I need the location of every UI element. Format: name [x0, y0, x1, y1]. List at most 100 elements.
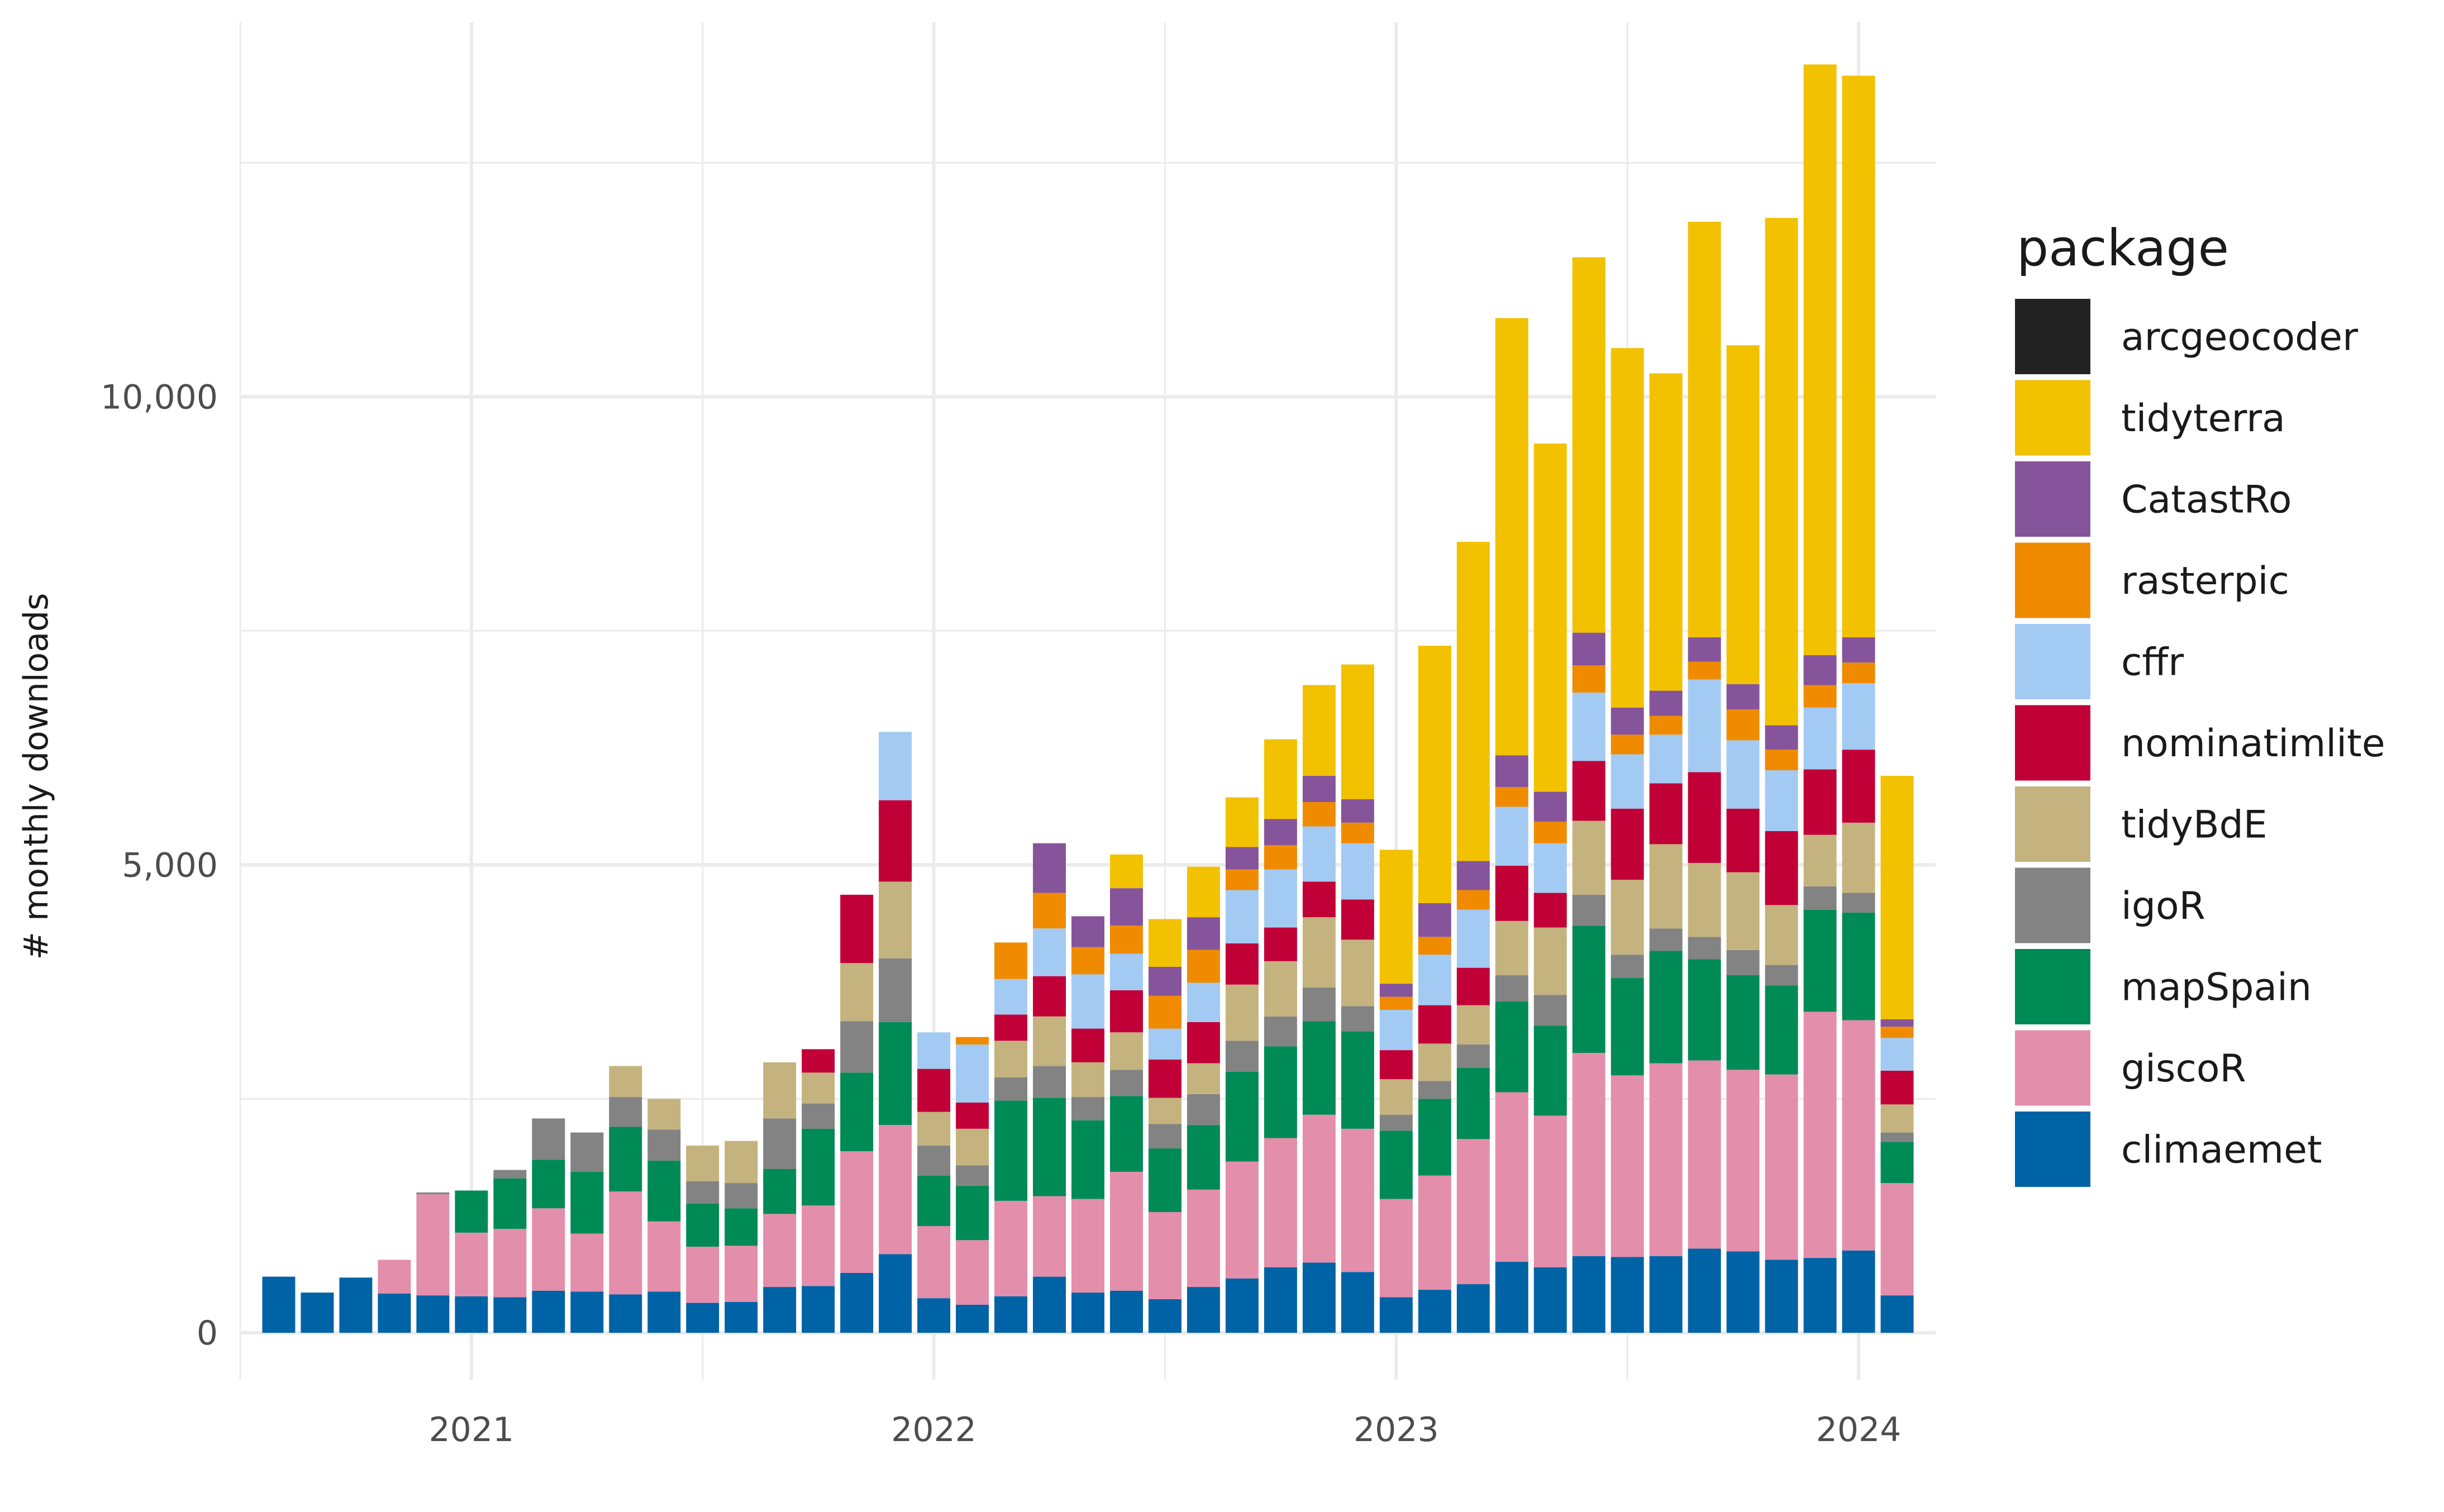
bar-segment-tidyBdE — [1649, 844, 1683, 929]
bar-segment-igoR — [1456, 1044, 1490, 1068]
bar-segment-CatastRo — [1225, 847, 1259, 870]
bar-segment-cffr — [1880, 1038, 1914, 1071]
bar-segment-mapSpain — [1880, 1142, 1914, 1184]
bar-segment-cffr — [1495, 807, 1528, 866]
bar-segment-nominatimlite — [879, 800, 912, 882]
bar-segment-tidyBdE — [725, 1141, 758, 1184]
bar-segment-tidyterra — [1187, 866, 1220, 918]
bar-segment-tidyBdE — [609, 1066, 642, 1097]
bar-segment-nominatimlite — [802, 1049, 835, 1073]
bar-segment-climaemet — [1533, 1267, 1567, 1333]
bar-segment-giscoR — [1033, 1196, 1066, 1277]
bar-segment-tidyBdE — [1765, 905, 1798, 965]
bar-segment-rasterpic — [1688, 661, 1721, 680]
bar-segment-tidyBdE — [1341, 939, 1374, 1007]
bar-segment-CatastRo — [1842, 637, 1875, 663]
bar-segment-nominatimlite — [1842, 750, 1875, 823]
bar-segment-climaemet — [262, 1276, 296, 1333]
bar-segment-mapSpain — [1071, 1120, 1104, 1199]
bar-segment-mapSpain — [1341, 1031, 1374, 1129]
bar-segment-igoR — [686, 1181, 720, 1204]
bar-segment-mapSpain — [725, 1208, 758, 1246]
legend-key-igoR — [2015, 867, 2090, 943]
bar-segment-mapSpain — [956, 1186, 989, 1241]
bar-segment-nominatimlite — [1148, 1059, 1181, 1098]
bar-segment-climaemet — [1726, 1251, 1760, 1333]
bar-segment-CatastRo — [1688, 637, 1721, 662]
legend-key-giscoR — [2015, 1030, 2090, 1106]
bar-segment-nominatimlite — [1456, 967, 1490, 1005]
bar-segment-giscoR — [416, 1194, 450, 1296]
legend-label-giscoR: giscoR — [2121, 1047, 2246, 1091]
bar-segment-cffr — [1803, 707, 1837, 770]
bar-segment-igoR — [1225, 1041, 1259, 1072]
bar-segment-climaemet — [686, 1303, 720, 1333]
legend-key-rasterpic — [2015, 542, 2090, 618]
bar-segment-rasterpic — [1495, 787, 1528, 807]
bar-segment-mapSpain — [1225, 1071, 1259, 1162]
bar-segment-igoR — [1033, 1066, 1066, 1098]
bar-segment-climaemet — [1842, 1250, 1875, 1333]
bar-segment-igoR — [1341, 1006, 1374, 1032]
axes: # monthly downloads 0 5,000 10,000 2021 2022… — [17, 378, 1901, 1449]
bar-segment-nominatimlite — [840, 894, 874, 964]
bar-segment-climaemet — [570, 1291, 604, 1333]
bar-segment-rasterpic — [1379, 996, 1413, 1010]
bar-segment-cffr — [879, 732, 912, 800]
bar-segment-tidyterra — [1533, 443, 1567, 792]
bar-segment-nominatimlite — [1033, 976, 1066, 1017]
bar-segment-igoR — [840, 1021, 874, 1073]
bar-segment-giscoR — [763, 1214, 797, 1287]
bar-segment-CatastRo — [1533, 791, 1567, 822]
bar-segment-nominatimlite — [1187, 1022, 1220, 1063]
bar-segment-tidyBdE — [1187, 1063, 1220, 1094]
bar-segment-mapSpain — [647, 1160, 681, 1222]
bar-segment-CatastRo — [1803, 655, 1837, 685]
bar-segment-igoR — [1572, 894, 1605, 926]
bar-segment-rasterpic — [956, 1037, 989, 1045]
bar-segment-nominatimlite — [956, 1102, 989, 1129]
bar-segment-tidyterra — [1148, 919, 1181, 967]
bar-segment-CatastRo — [1109, 888, 1143, 926]
bar-segment-giscoR — [1456, 1139, 1490, 1285]
bar-segment-nominatimlite — [1726, 808, 1760, 872]
bar-segment-rasterpic — [1187, 950, 1220, 983]
bar-segment-igoR — [1880, 1132, 1914, 1142]
bar-segment-tidyBdE — [994, 1041, 1028, 1077]
bar-segment-giscoR — [1148, 1212, 1181, 1299]
bar-segment-rasterpic — [1148, 995, 1181, 1029]
bar-segment-mapSpain — [1148, 1148, 1181, 1213]
bar-segment-giscoR — [570, 1233, 604, 1292]
bar-segment-tidyterra — [1572, 257, 1605, 633]
bar-segment-igoR — [1649, 928, 1683, 951]
y-tick-label: 10,000 — [101, 378, 218, 417]
bar-segment-cffr — [1264, 869, 1297, 928]
bar-segment-nominatimlite — [1688, 772, 1721, 863]
bar-segment-igoR — [609, 1096, 642, 1127]
bar-segment-tidyterra — [1109, 854, 1143, 889]
bar-segment-tidyBdE — [1071, 1062, 1104, 1097]
bar-segment-cffr — [1688, 679, 1721, 772]
bar-segment-tidyterra — [1225, 797, 1259, 847]
bar-segment-giscoR — [1418, 1175, 1451, 1290]
bar-segment-climaemet — [1264, 1267, 1297, 1333]
bar-segment-climaemet — [1148, 1299, 1181, 1333]
bar-segment-nominatimlite — [1611, 808, 1644, 880]
bar-segment-mapSpain — [1803, 909, 1837, 1012]
bar-segment-igoR — [1803, 886, 1837, 910]
bar-segment-rasterpic — [1533, 822, 1567, 843]
bar-segment-nominatimlite — [1379, 1050, 1413, 1080]
bar-segment-climaemet — [416, 1295, 450, 1333]
x-tick-label: 2023 — [1354, 1410, 1439, 1449]
bar-segment-igoR — [1611, 955, 1644, 979]
bar-segment-climaemet — [840, 1272, 874, 1333]
bar-segment-rasterpic — [1418, 937, 1451, 955]
bar-segment-climaemet — [1341, 1272, 1374, 1333]
bar-segment-igoR — [1533, 995, 1567, 1026]
bar-segment-mapSpain — [879, 1022, 912, 1125]
bar-segment-CatastRo — [1264, 819, 1297, 846]
bars — [262, 64, 1914, 1333]
legend-key-tidyBdE — [2015, 786, 2090, 862]
bar-segment-tidyterra — [1418, 646, 1451, 903]
bar-segment-tidyBdE — [1302, 917, 1336, 988]
